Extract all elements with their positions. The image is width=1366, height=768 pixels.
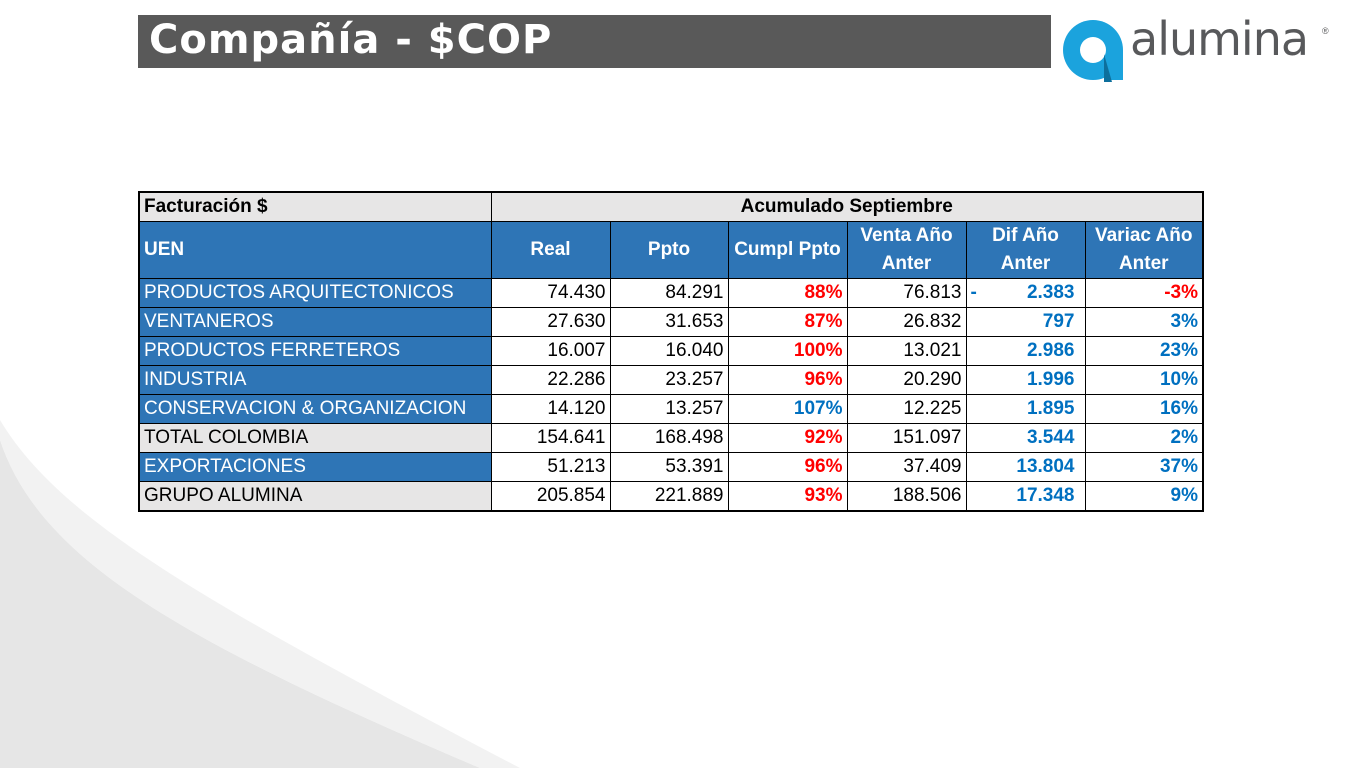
variac-cell: 16% (1084, 394, 1204, 424)
real-cell: 22.286 (490, 365, 611, 395)
venta-cell: 20.290 (846, 365, 967, 395)
venta-cell: 26.832 (846, 307, 967, 337)
facturacion-table: Facturación $ Acumulado Septiembre UEN R… (138, 191, 1204, 512)
dif-cell: 797 (965, 307, 1086, 337)
variac-cell: 10% (1084, 365, 1204, 395)
alumina-logo-icon (1063, 20, 1123, 82)
col-header-real: Real (490, 221, 611, 279)
logo-registered-mark: ® (1322, 26, 1329, 36)
variac-cell: -3% (1084, 278, 1204, 308)
uen-cell: GRUPO ALUMINA (138, 481, 492, 512)
real-cell: 27.630 (490, 307, 611, 337)
col-header-cumpl: Cumpl Ppto (727, 221, 848, 279)
real-cell: 154.641 (490, 423, 611, 453)
venta-cell: 13.021 (846, 336, 967, 366)
real-cell: 205.854 (490, 481, 611, 512)
table-row: INDUSTRIA 22.286 23.257 96% 20.290 1.996 10% (138, 365, 1204, 395)
real-cell: 51.213 (490, 452, 611, 482)
real-cell: 74.430 (490, 278, 611, 308)
ppto-cell: 31.653 (609, 307, 729, 337)
dif-value: 1.996 (1026, 369, 1075, 390)
table-row: PRODUCTOS ARQUITECTONICOS 74.430 84.291 88%… (138, 278, 1204, 308)
variac-cell: 2% (1084, 423, 1204, 453)
ppto-cell: 53.391 (609, 452, 729, 482)
table-row: PRODUCTOS FERRETEROS 16.007 16.040 100% 13.0… (138, 336, 1204, 366)
dif-value: 13.804 (1016, 456, 1075, 477)
dif-sign: - (970, 282, 977, 303)
ppto-cell: 221.889 (609, 481, 729, 512)
table-column-header-row: UEN Real Ppto Cumpl Ppto Venta Año Anter… (138, 221, 1204, 279)
venta-cell: 76.813 (846, 278, 967, 308)
real-cell: 16.007 (490, 336, 611, 366)
dif-value: 1.895 (1026, 398, 1075, 419)
ppto-cell: 16.040 (609, 336, 729, 366)
uen-cell: INDUSTRIA (138, 365, 492, 395)
venta-cell: 188.506 (846, 481, 967, 512)
table-row: GRUPO ALUMINA 205.854 221.889 93% 188.506 17.… (138, 481, 1204, 512)
variac-cell: 37% (1084, 452, 1204, 482)
period-label: Acumulado Septiembre (490, 191, 1204, 222)
venta-cell: 12.225 (846, 394, 967, 424)
dif-cell: 2.986 (965, 336, 1086, 366)
uen-cell: EXPORTACIONES (138, 452, 492, 482)
dif-cell: 3.544 (965, 423, 1086, 453)
page-title: Compañía - $COP (149, 17, 553, 63)
cumpl-cell: 93% (727, 481, 848, 512)
variac-cell: 9% (1084, 481, 1204, 512)
cumpl-cell: 88% (727, 278, 848, 308)
table-row: CONSERVACION & ORGANIZACION 14.120 13.257 1… (138, 394, 1204, 424)
dif-cell: 13.804 (965, 452, 1086, 482)
dif-value: 797 (1042, 311, 1075, 332)
variac-cell: 23% (1084, 336, 1204, 366)
table-row: VENTANEROS 27.630 31.653 87% 26.832 797 3% (138, 307, 1204, 337)
table-body: PRODUCTOS ARQUITECTONICOS 74.430 84.291 88%… (138, 278, 1204, 512)
col-header-venta: Venta Año Anter (846, 221, 967, 279)
ppto-cell: 84.291 (609, 278, 729, 308)
cumpl-cell: 87% (727, 307, 848, 337)
dif-value: 2.986 (1026, 340, 1075, 361)
ppto-cell: 23.257 (609, 365, 729, 395)
dif-cell: 17.348 (965, 481, 1086, 512)
col-header-ppto: Ppto (609, 221, 729, 279)
ppto-cell: 13.257 (609, 394, 729, 424)
dif-value: 2.383 (1026, 282, 1075, 303)
dif-cell: - 2.383 (965, 278, 1086, 308)
uen-cell: PRODUCTOS ARQUITECTONICOS (138, 278, 492, 308)
uen-cell: VENTANEROS (138, 307, 492, 337)
uen-cell: CONSERVACION & ORGANIZACION (138, 394, 492, 424)
cumpl-cell: 107% (727, 394, 848, 424)
dif-value: 3.544 (1026, 427, 1075, 448)
venta-cell: 37.409 (846, 452, 967, 482)
logo-wordmark: alumina (1130, 12, 1309, 66)
col-header-variac: Variac Año Anter (1084, 221, 1204, 279)
venta-cell: 151.097 (846, 423, 967, 453)
col-header-dif: Dif Año Anter (965, 221, 1086, 279)
col-header-uen: UEN (138, 221, 492, 279)
dif-cell: 1.895 (965, 394, 1086, 424)
dif-value: 17.348 (1016, 485, 1075, 506)
variac-cell: 3% (1084, 307, 1204, 337)
cumpl-cell: 96% (727, 452, 848, 482)
cumpl-cell: 96% (727, 365, 848, 395)
cumpl-cell: 100% (727, 336, 848, 366)
title-bar: Compañía - $COP (138, 15, 1051, 68)
cumpl-cell: 92% (727, 423, 848, 453)
dif-cell: 1.996 (965, 365, 1086, 395)
real-cell: 14.120 (490, 394, 611, 424)
table-row: EXPORTACIONES 51.213 53.391 96% 37.409 13.804… (138, 452, 1204, 482)
uen-cell: TOTAL COLOMBIA (138, 423, 492, 453)
ppto-cell: 168.498 (609, 423, 729, 453)
table-top-header-row: Facturación $ Acumulado Septiembre (138, 191, 1204, 222)
uen-cell: PRODUCTOS FERRETEROS (138, 336, 492, 366)
table-row: TOTAL COLOMBIA 154.641 168.498 92% 151.097 3.… (138, 423, 1204, 453)
facturacion-label: Facturación $ (138, 191, 492, 222)
alumina-logo: alumina ® (1058, 8, 1338, 82)
